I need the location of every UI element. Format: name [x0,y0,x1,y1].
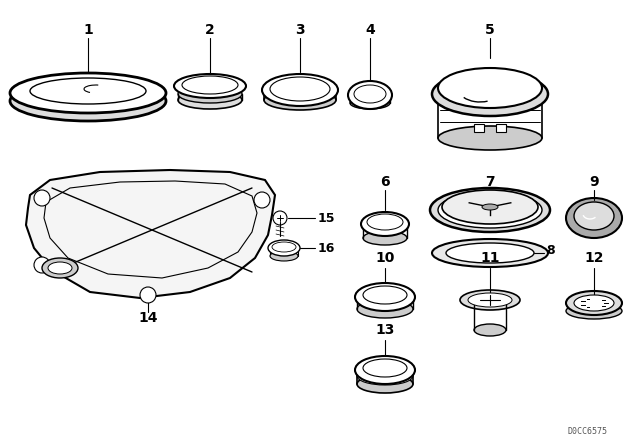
Text: 9: 9 [589,175,599,189]
Ellipse shape [34,190,50,206]
Ellipse shape [178,85,242,103]
Text: 10: 10 [375,251,395,265]
Text: 3: 3 [295,23,305,37]
Ellipse shape [361,212,409,236]
Ellipse shape [442,190,538,224]
Ellipse shape [482,204,498,210]
Ellipse shape [438,68,542,108]
Ellipse shape [262,74,338,106]
Ellipse shape [272,242,296,252]
Text: 12: 12 [584,251,604,265]
Text: 6: 6 [380,175,390,189]
Ellipse shape [30,78,146,104]
Ellipse shape [363,286,407,304]
Ellipse shape [432,72,548,116]
Ellipse shape [574,295,614,311]
Ellipse shape [270,77,330,101]
Ellipse shape [566,291,622,315]
Text: 11: 11 [480,251,500,265]
Text: 5: 5 [485,23,495,37]
Ellipse shape [357,367,413,385]
Ellipse shape [363,231,407,245]
Text: 15: 15 [318,211,335,224]
Ellipse shape [178,91,242,109]
Ellipse shape [174,74,246,98]
Ellipse shape [34,257,50,273]
Text: 8: 8 [546,245,555,258]
Ellipse shape [367,214,403,230]
Bar [496,124,506,132]
Ellipse shape [357,375,413,393]
Ellipse shape [438,126,542,150]
Text: 1: 1 [83,23,93,37]
Ellipse shape [273,211,287,225]
Ellipse shape [468,293,512,307]
Ellipse shape [48,262,72,274]
Polygon shape [26,170,275,298]
Ellipse shape [10,73,166,113]
Ellipse shape [460,290,520,310]
Ellipse shape [348,81,392,109]
Ellipse shape [566,198,622,238]
Ellipse shape [10,81,166,121]
Ellipse shape [355,356,415,384]
Ellipse shape [268,240,300,256]
Text: 2: 2 [205,23,215,37]
Ellipse shape [430,188,550,232]
Ellipse shape [357,300,413,318]
Text: 13: 13 [375,323,395,337]
Text: D0CC6575: D0CC6575 [568,427,608,436]
Ellipse shape [363,359,407,377]
Ellipse shape [264,90,336,110]
Ellipse shape [446,243,534,263]
Text: 4: 4 [365,23,375,37]
Ellipse shape [42,258,78,278]
Ellipse shape [254,192,270,208]
Ellipse shape [182,76,238,94]
Ellipse shape [474,324,506,336]
Ellipse shape [140,287,156,303]
Text: 16: 16 [318,241,335,254]
Ellipse shape [574,202,614,230]
Ellipse shape [432,239,548,267]
Ellipse shape [350,97,390,109]
Ellipse shape [355,283,415,311]
Text: 7: 7 [485,175,495,189]
Bar [474,124,484,132]
Ellipse shape [566,303,622,319]
Text: 14: 14 [138,311,157,325]
Ellipse shape [270,251,298,261]
Ellipse shape [438,192,542,228]
Ellipse shape [354,85,386,103]
